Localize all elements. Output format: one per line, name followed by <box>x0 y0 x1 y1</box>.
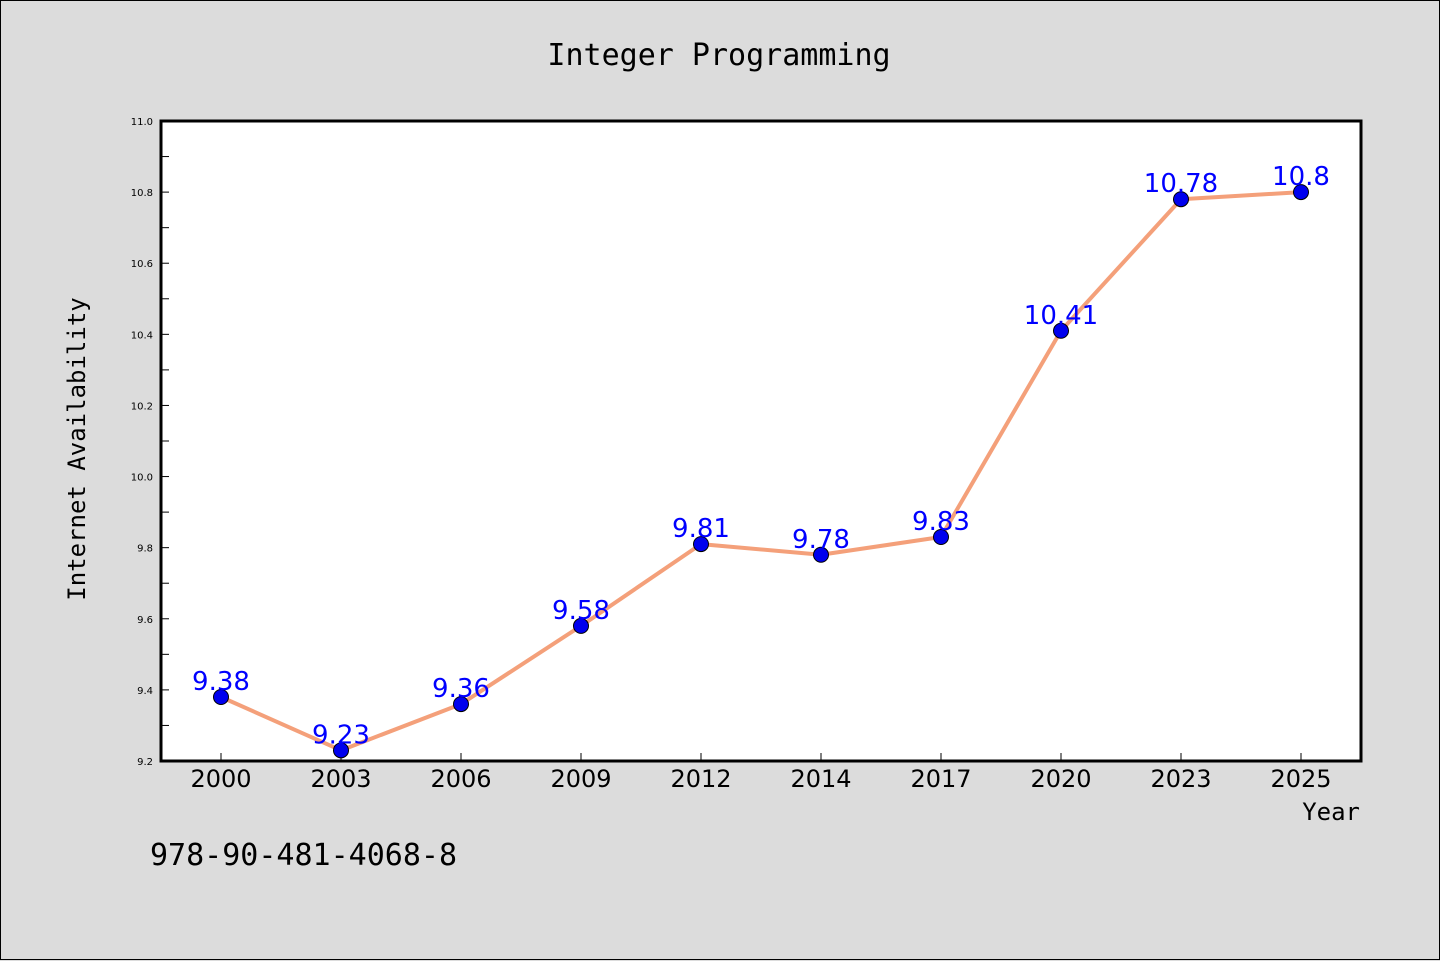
data-point <box>1293 184 1309 201</box>
data-label: 9.38 <box>192 667 250 697</box>
data-point <box>453 696 469 713</box>
y-tick-label: 10.8 <box>131 188 153 199</box>
data-label: 9.81 <box>672 514 730 544</box>
data-label: 9.78 <box>792 525 850 555</box>
data-labels: 9.38 9.23 9.36 9.58 9.81 9.78 9.83 10.41 10.78 10… <box>192 162 1330 750</box>
y-tick-label: 10.0 <box>131 473 153 484</box>
data-label: 10.8 <box>1272 162 1330 192</box>
data-point <box>213 689 229 705</box>
x-tick-label: 2000 <box>190 765 251 793</box>
y-tick-label: 9.4 <box>137 686 153 697</box>
x-tick-label: 2009 <box>550 765 611 793</box>
data-point <box>693 536 709 553</box>
data-label: 9.36 <box>432 674 490 704</box>
y-axis: 9.2 9.4 9.6 9.8 10.0 10.2 10.4 10.6 10.8 11.0 <box>131 117 169 768</box>
y-tick-label: 9.8 <box>137 544 153 555</box>
data-label: 9.23 <box>312 720 370 750</box>
data-label: 9.58 <box>552 596 610 626</box>
data-point <box>933 529 949 545</box>
x-tick-label: 2023 <box>1150 765 1211 793</box>
x-tick-label: 2025 <box>1270 765 1331 793</box>
data-label: 10.41 <box>1024 301 1098 331</box>
y-tick-label: 11.0 <box>131 117 153 128</box>
x-tick-label: 2003 <box>310 765 371 793</box>
data-label: 10.78 <box>1144 169 1218 199</box>
series-line-path <box>220 190 1302 753</box>
series-line <box>213 184 1309 759</box>
data-point <box>813 546 829 563</box>
data-label: 9.83 <box>912 507 970 537</box>
plot-area <box>159 119 1363 763</box>
data-point <box>333 742 349 759</box>
y-axis-label: Internet Availability <box>63 297 91 600</box>
data-point <box>1053 322 1069 339</box>
x-tick-label: 2020 <box>1030 765 1091 793</box>
x-axis-label: Year <box>1302 798 1360 826</box>
x-tick-label: 2014 <box>790 765 851 793</box>
data-point <box>1173 191 1189 208</box>
x-tick-label: 2006 <box>430 765 491 793</box>
y-tick-label: 10.6 <box>131 259 153 270</box>
chart-title: Integer Programming <box>547 38 890 73</box>
isbn-text: 978-90-481-4068-8 <box>150 838 457 873</box>
x-tick-label: 2012 <box>670 765 731 793</box>
y-tick-label: 9.2 <box>137 757 153 768</box>
y-tick-label: 10.2 <box>131 401 153 412</box>
x-axis: 2000 2003 2006 2009 2012 2014 2017 2020 2023 2025 <box>190 753 1332 793</box>
y-tick-label: 10.4 <box>131 330 153 341</box>
y-tick-label: 9.6 <box>137 615 153 626</box>
data-point <box>573 617 589 634</box>
x-tick-label: 2017 <box>910 765 971 793</box>
